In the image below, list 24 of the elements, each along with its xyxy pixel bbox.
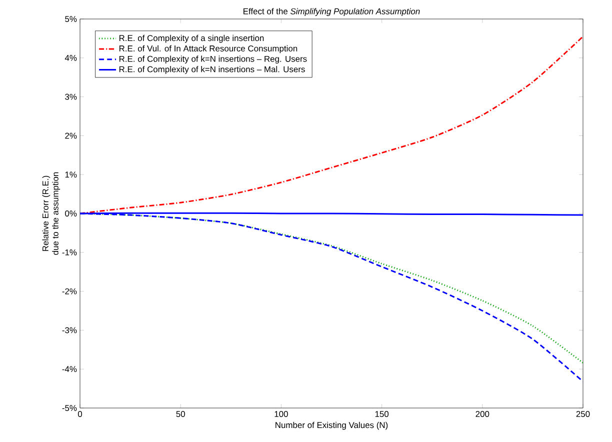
x-tick-label: 250 — [576, 411, 590, 418]
x-tick-label: 150 — [375, 411, 389, 418]
y-tick-label: -5% — [62, 405, 77, 411]
y-tick-label: 1% — [65, 172, 77, 178]
y-tick-label: 5% — [65, 16, 77, 22]
legend-label: R.E. of Complexity of a single insertion — [119, 34, 264, 43]
legend-label: R.E. of Vul. of In Attack Resource Consumption — [119, 45, 298, 54]
x-tick-label: 100 — [274, 411, 288, 418]
y-tick-label: -2% — [62, 288, 77, 294]
x-axis-title: Number of Existing Values (N) — [276, 422, 388, 430]
y-axis-title: Relative Erorr (R.E.) due to the assumption — [42, 172, 60, 255]
x-tick-label: 200 — [476, 411, 490, 418]
y-tick-label: 4% — [64, 54, 77, 61]
x-tick-label: 0 — [78, 411, 82, 418]
y-tick-label: -1% — [62, 249, 77, 256]
y-tick-label: 2% — [65, 132, 77, 139]
y-tick-label: 0% — [65, 210, 77, 216]
y-tick-label: -4% — [62, 366, 77, 372]
legend-label: R.E. of Complexity of k=N insertions – Reg. Users — [119, 56, 307, 64]
x-tick-label: 50 — [176, 411, 185, 418]
y-tick-label: 3% — [65, 94, 77, 100]
y-tick-label: -3% — [62, 327, 77, 334]
chart-title: Effect of the Simplifying Population Assumption — [244, 8, 420, 16]
legend-label: R.E. of Complexity of k=N insertions – Mal. Users — [119, 66, 305, 74]
